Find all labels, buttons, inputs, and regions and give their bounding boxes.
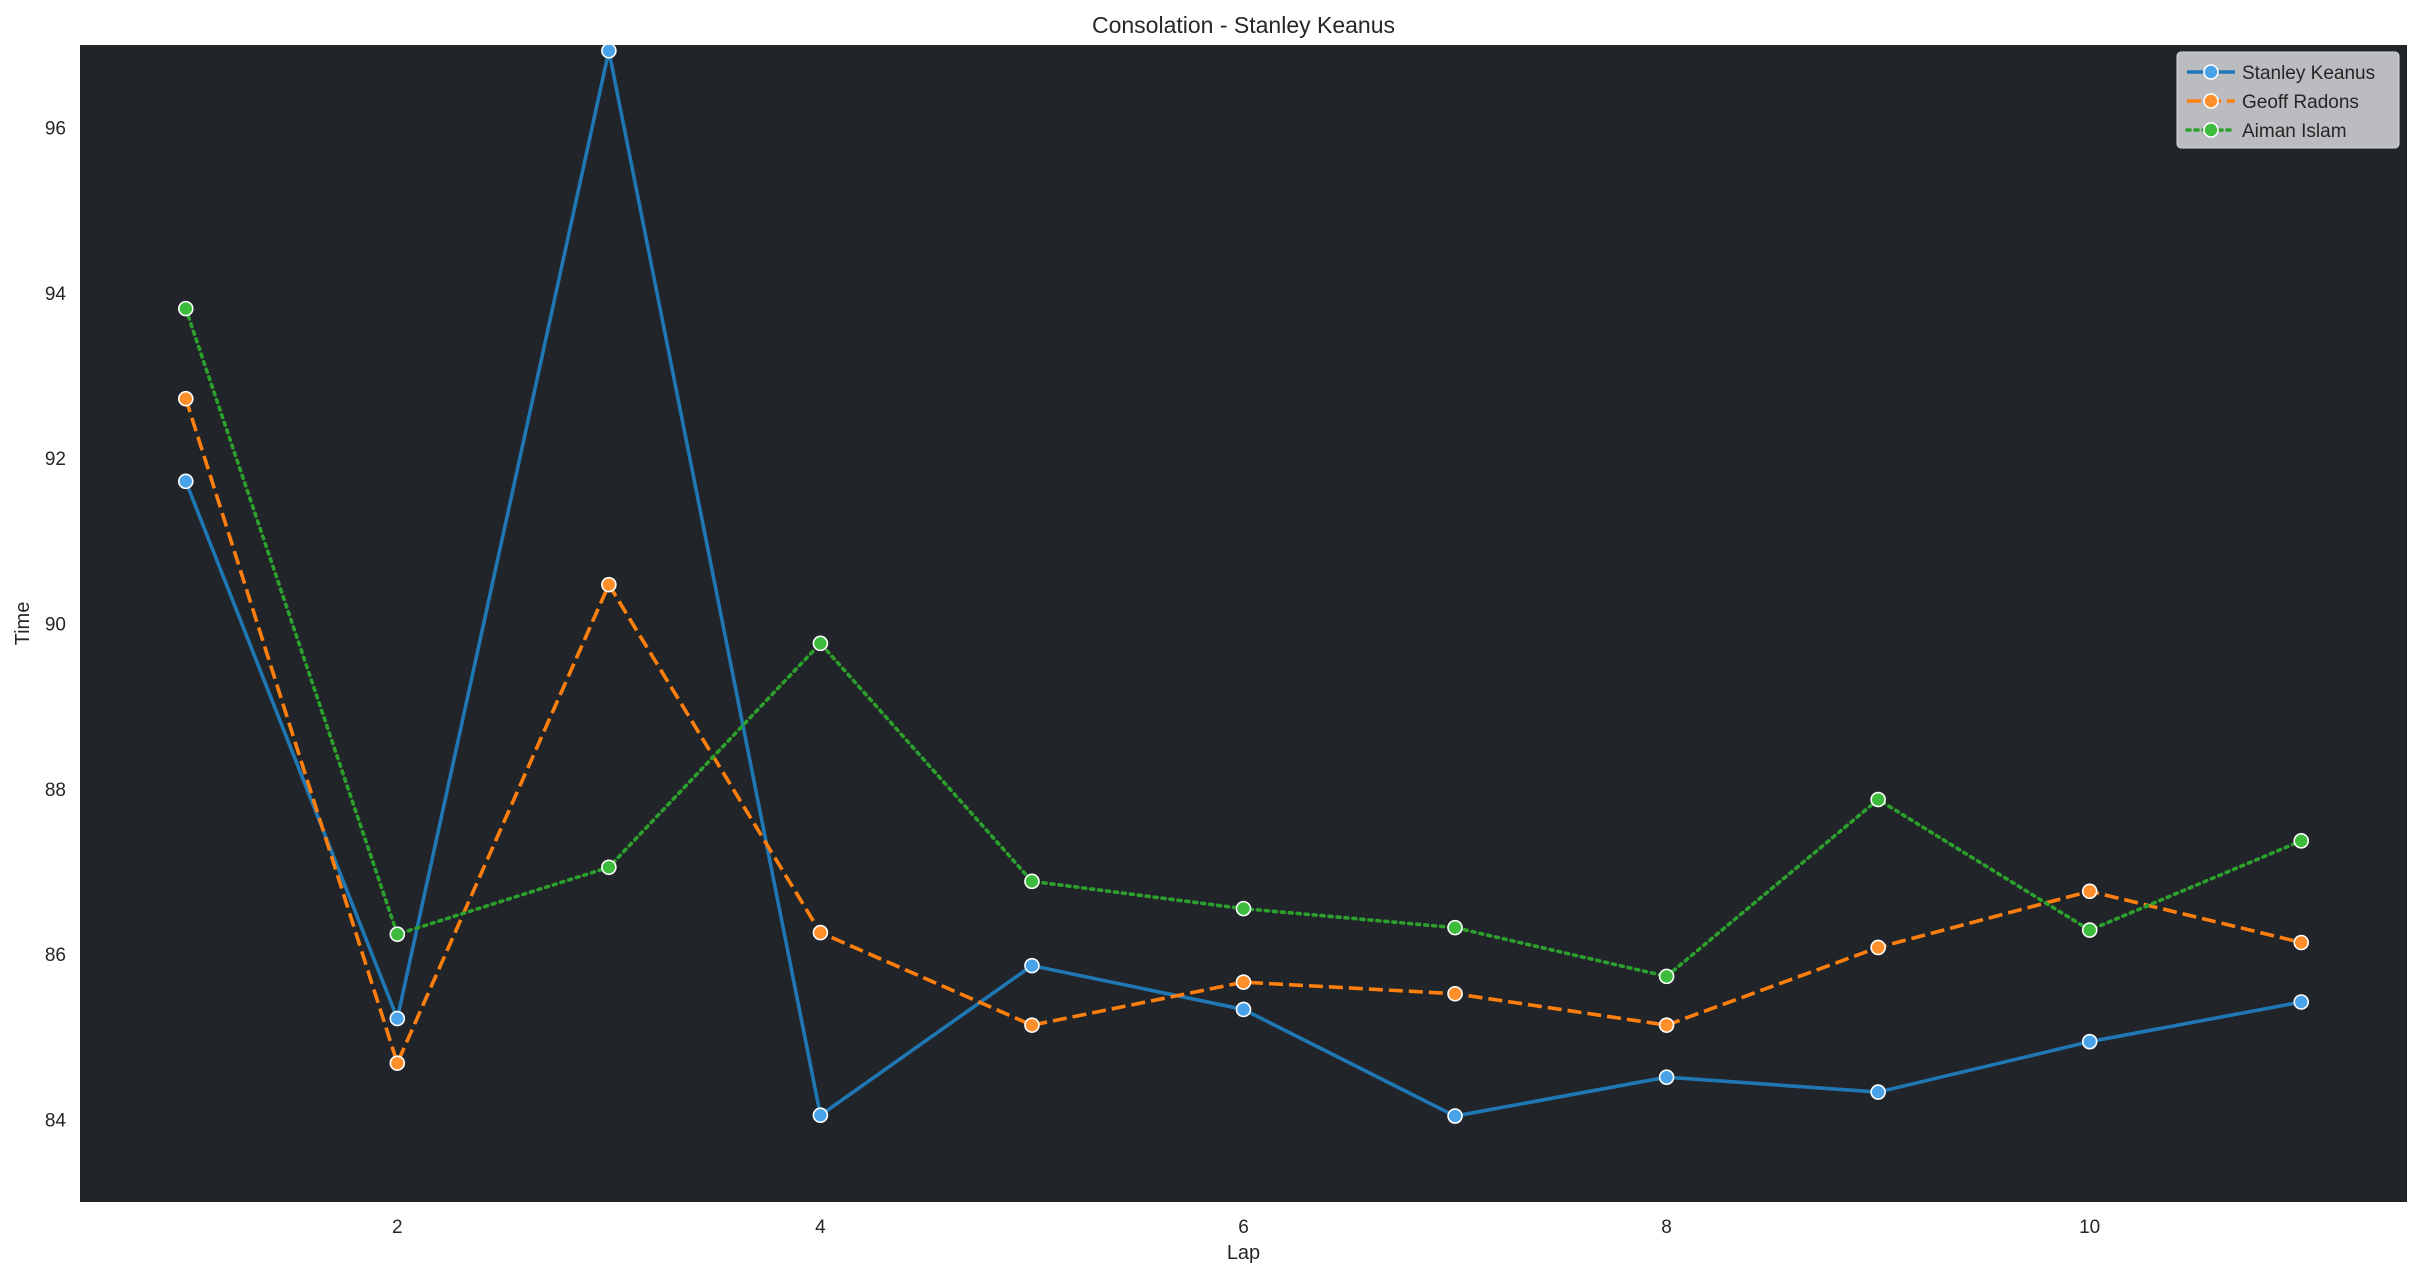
legend-marker — [2203, 64, 2219, 80]
series-layer — [177, 45, 2310, 1124]
data-point — [601, 859, 617, 876]
data-point — [1870, 1084, 1886, 1100]
data-point — [812, 924, 829, 941]
data-point — [389, 1010, 406, 1027]
series-geoff-radons — [177, 390, 2310, 1071]
x-axis-label: Lap — [1227, 1242, 1260, 1264]
data-point — [1024, 1017, 1040, 1033]
series-line — [184, 398, 2302, 1065]
data-point — [601, 576, 617, 593]
y-tick-label: 86 — [45, 945, 66, 966]
y-tick-label: 88 — [45, 780, 66, 801]
data-point — [1447, 919, 1463, 936]
series-stanley-keanus — [177, 45, 2310, 1124]
x-tick-label: 10 — [2079, 1217, 2100, 1238]
data-point — [1658, 968, 1675, 985]
data-point — [812, 635, 829, 652]
data-point — [1024, 873, 1040, 890]
legend-box — [2176, 51, 2400, 149]
data-point — [1658, 1017, 1675, 1033]
data-point — [389, 1055, 406, 1071]
y-ticks: 84 86 88 90 92 94 96 — [45, 119, 67, 1132]
data-point — [1447, 985, 1463, 1002]
legend-entry: Geoff Radons — [2187, 92, 2359, 113]
data-point — [1235, 900, 1252, 917]
y-tick-label: 96 — [45, 119, 66, 140]
y-axis-label: Time — [12, 602, 34, 646]
x-tick-label: 4 — [815, 1217, 826, 1238]
data-point — [601, 45, 617, 59]
legend: Stanley Keanus Geoff Radons Aiman Islam — [2176, 51, 2400, 149]
data-point — [1235, 1001, 1252, 1018]
data-point — [1447, 1108, 1463, 1124]
data-point — [2293, 833, 2310, 849]
y-tick-label: 90 — [45, 615, 66, 636]
y-tick-label: 94 — [45, 284, 67, 305]
legend-label: Stanley Keanus — [2242, 63, 2375, 84]
x-ticks: 2 4 6 8 10 — [392, 1217, 2100, 1238]
legend-marker — [2203, 93, 2219, 109]
data-point — [389, 926, 406, 943]
legend-entry: Aiman Islam — [2185, 121, 2347, 142]
y-tick-label: 92 — [45, 449, 66, 470]
plot-background — [80, 45, 2407, 1202]
data-point — [2293, 994, 2310, 1010]
data-point — [812, 1107, 829, 1124]
legend-label: Aiman Islam — [2242, 121, 2347, 142]
legend-entry: Stanley Keanus — [2187, 63, 2375, 84]
chart-title: Consolation - Stanley Keanus — [1092, 12, 1395, 38]
data-point — [1870, 939, 1886, 956]
data-point — [2293, 934, 2310, 951]
legend-marker — [2203, 122, 2219, 138]
x-tick-label: 2 — [392, 1217, 403, 1238]
data-point — [177, 473, 194, 490]
x-tick-label: 6 — [1238, 1217, 1249, 1238]
x-tick-label: 8 — [1661, 1217, 1672, 1238]
y-tick-label: 84 — [45, 1110, 67, 1131]
series-aiman-islam — [177, 300, 2310, 985]
data-point — [1024, 957, 1040, 974]
data-point — [177, 300, 194, 317]
data-point — [2081, 922, 2098, 938]
data-point — [1658, 1069, 1675, 1086]
legend-label: Geoff Radons — [2242, 92, 2359, 113]
data-point — [2081, 1033, 2098, 1050]
data-point — [177, 390, 194, 407]
data-point — [1235, 974, 1252, 990]
data-point — [2081, 883, 2098, 900]
data-point — [1870, 791, 1886, 808]
